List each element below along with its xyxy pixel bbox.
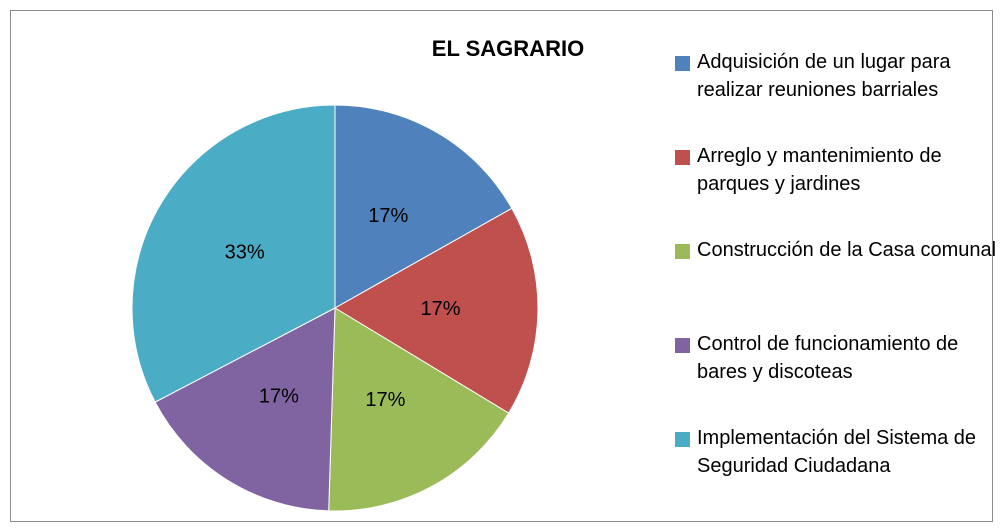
- legend-swatch: [675, 150, 690, 165]
- legend-swatch: [675, 56, 690, 71]
- legend-label: Control de funcionamiento de bares y dis…: [697, 333, 959, 383]
- legend-label: Implementación del Sistema de Seguridad …: [697, 427, 977, 477]
- legend-swatch: [675, 338, 690, 353]
- chart-title: EL SAGRARIO: [432, 36, 584, 61]
- legend-item: Arreglo y mantenimiento de parques y jar…: [675, 142, 1003, 198]
- legend-item: Adquisición de un lugar para realizar re…: [675, 48, 1003, 104]
- legend-label: Construcción de la Casa comunal: [697, 239, 997, 261]
- data-label: 17%: [368, 205, 408, 227]
- chart-border: [10, 10, 993, 522]
- data-label: 17%: [259, 386, 299, 408]
- pie-slice: [154, 307, 336, 512]
- pie-slice: [334, 104, 513, 309]
- pie-slice: [334, 207, 539, 414]
- legend-item: Control de funcionamiento de bares y dis…: [675, 330, 1003, 386]
- legend-item: Construcción de la Casa comunal: [675, 236, 1003, 264]
- data-label: 17%: [365, 389, 405, 411]
- data-label: 33%: [225, 242, 265, 264]
- legend-item: Implementación del Sistema de Seguridad …: [675, 424, 1003, 480]
- pie-slice: [328, 307, 510, 512]
- pie-slice: [131, 104, 336, 403]
- legend-label: Adquisición de un lugar para realizar re…: [697, 51, 951, 101]
- legend-swatch: [675, 432, 690, 447]
- legend-label: Arreglo y mantenimiento de parques y jar…: [697, 145, 942, 195]
- data-label: 17%: [421, 298, 461, 320]
- legend-swatch: [675, 244, 690, 259]
